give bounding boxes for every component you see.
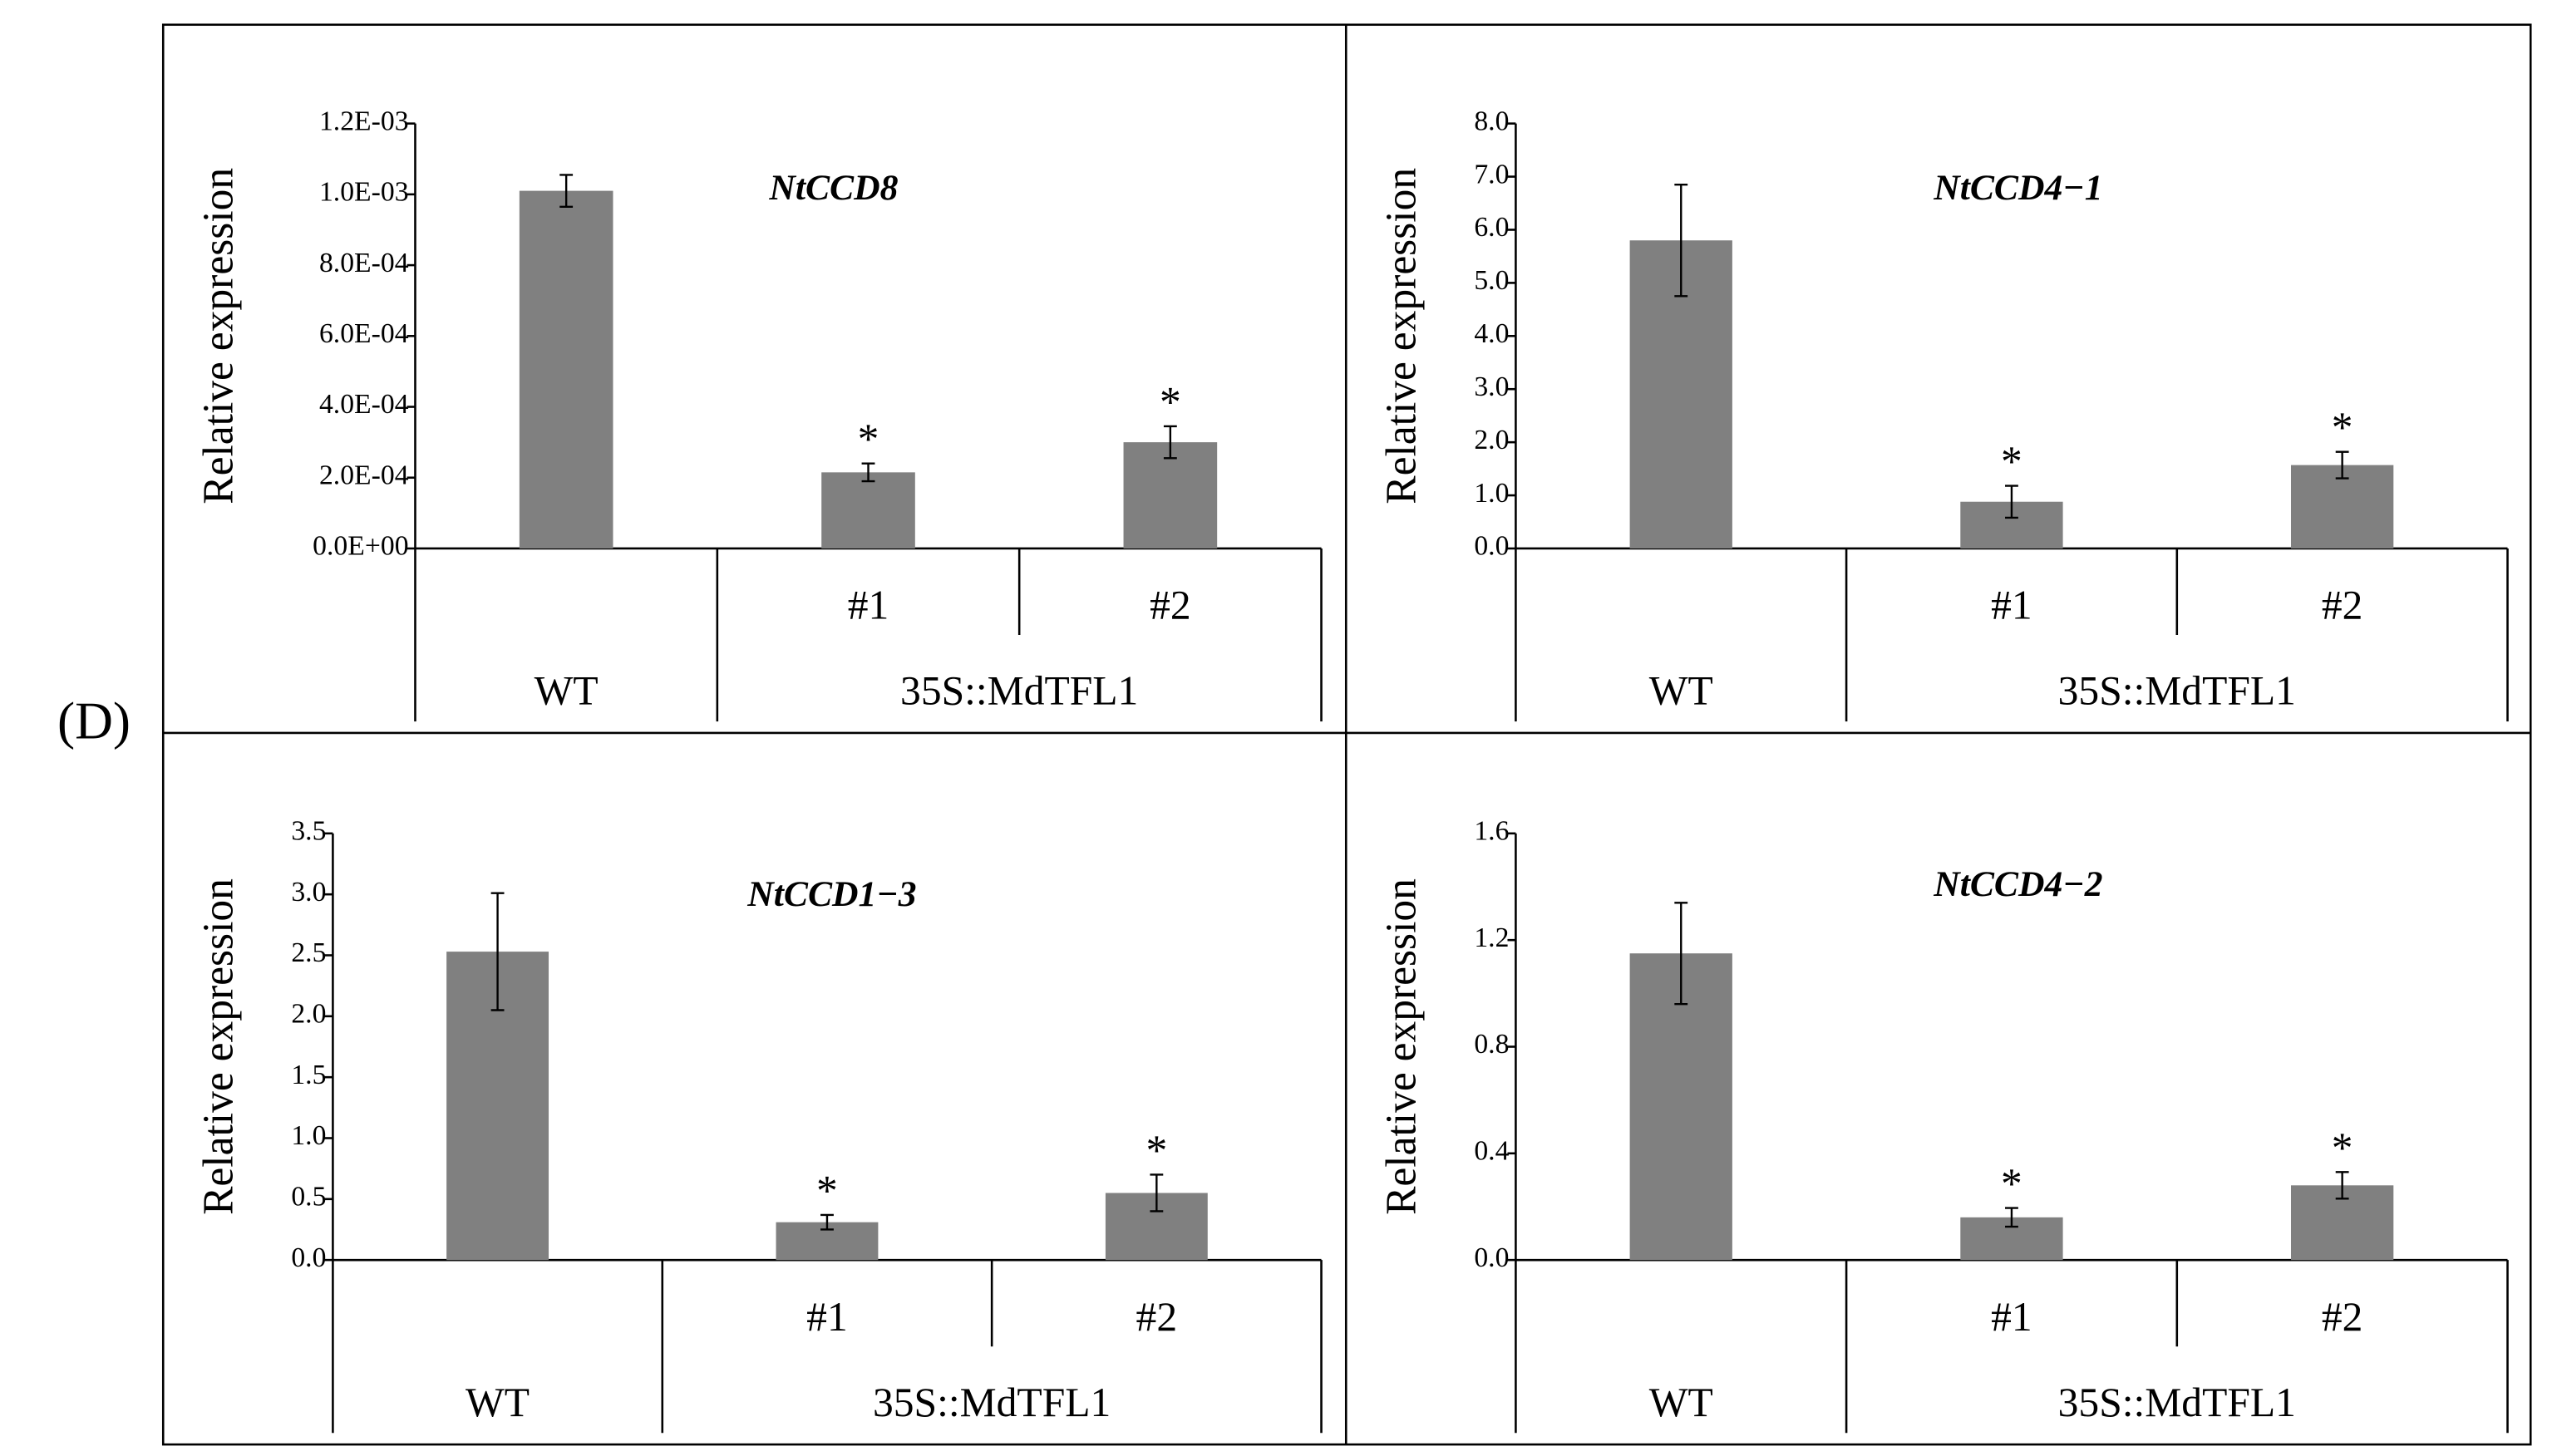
y-tick-label: 6.0 [1474,212,1509,243]
y-tick-label: 7.0 [1474,159,1509,189]
y-tick-label: 6.0E-04 [319,318,409,349]
error-bar [861,462,875,483]
y-axis-label: Relative expression [195,878,242,1215]
group-label: 35S::MdTFL1 [900,668,1138,714]
y-tick-label: 8.0E-04 [319,248,409,278]
x-tick-label: #2 [2322,1294,2363,1340]
error-bar [490,892,505,1011]
y-tick-label: 0.0 [291,1242,326,1273]
y-tick-label: 1.0 [291,1120,326,1151]
y-tick-label: 2.5 [291,937,326,968]
x-tick-label: #2 [1136,1294,1178,1340]
x-tick-label: #1 [848,583,889,628]
x-tick-label: #2 [1150,583,1191,628]
y-tick-label: 4.0E-04 [319,389,409,420]
y-axis-label: Relative expression [1377,878,1425,1215]
y-tick-label: 2.0E-04 [319,460,409,490]
bar [519,190,613,548]
y-tick-label: 5.0 [1474,265,1509,296]
y-tick-label: 1.2E-03 [319,106,409,136]
y-tick-label: 1.6 [1474,816,1509,847]
y-tick-label: 0.0 [1474,531,1509,562]
error-bar [820,1213,834,1231]
x-tick-label: #1 [1991,583,2032,628]
y-tick-label: 1.2 [1474,922,1509,953]
y-tick-label: 1.5 [291,1060,326,1090]
group-label: WT [1649,668,1713,714]
error-bar [1163,425,1177,460]
error-bar [1674,902,1688,1006]
significance-mark: * [2332,1124,2353,1172]
x-tick-label: #1 [1991,1294,2032,1340]
y-axis-label: Relative expression [1377,168,1425,504]
group-label: 35S::MdTFL1 [2058,1380,2296,1425]
significance-mark: * [1160,379,1181,426]
error-bar [2005,1207,2018,1228]
group-label: WT [535,668,599,714]
group-label: WT [1649,1380,1713,1425]
chart-title: NtCCD4−1 [1933,168,2102,208]
error-bar [1674,183,1688,298]
x-tick-label: #1 [806,1294,848,1340]
significance-mark: * [2332,405,2353,452]
error-bar [559,174,574,208]
significance-mark: * [2001,1161,2022,1208]
bar [1123,442,1218,548]
y-tick-label: 4.0 [1474,318,1509,349]
group-label: WT [466,1380,530,1425]
y-tick-label: 0.0E+00 [313,531,408,562]
y-tick-label: 8.0 [1474,106,1509,136]
chart-title: NtCCD8 [768,168,898,208]
y-tick-label: 0.8 [1474,1029,1509,1060]
y-tick-label: 3.5 [291,816,326,847]
error-bar [2005,485,2018,519]
significance-mark: * [2001,439,2022,486]
error-bar [2335,1171,2349,1200]
y-tick-label: 2.0 [1474,425,1509,455]
error-bar [2335,450,2349,480]
x-tick-label: #2 [2322,583,2363,628]
group-label: 35S::MdTFL1 [873,1380,1111,1425]
group-label: 35S::MdTFL1 [2058,668,2296,714]
error-bar [1150,1173,1164,1213]
y-tick-label: 2.0 [291,999,326,1030]
y-tick-label: 3.0 [291,877,326,908]
y-tick-label: 1.0E-03 [319,177,409,208]
y-tick-label: 0.0 [1474,1242,1509,1273]
significance-mark: * [1145,1128,1167,1175]
bar [821,472,915,548]
y-axis-label: Relative expression [195,168,242,504]
chart-title: NtCCD1−3 [746,874,916,914]
significance-mark: * [816,1168,838,1215]
chart-title: NtCCD4−2 [1933,864,2102,904]
y-tick-label: 0.5 [291,1182,326,1213]
significance-mark: * [858,416,879,464]
panel-label: (D) [57,691,131,750]
y-tick-label: 1.0 [1474,478,1509,509]
y-tick-label: 3.0 [1474,371,1509,402]
y-tick-label: 0.4 [1474,1136,1509,1167]
